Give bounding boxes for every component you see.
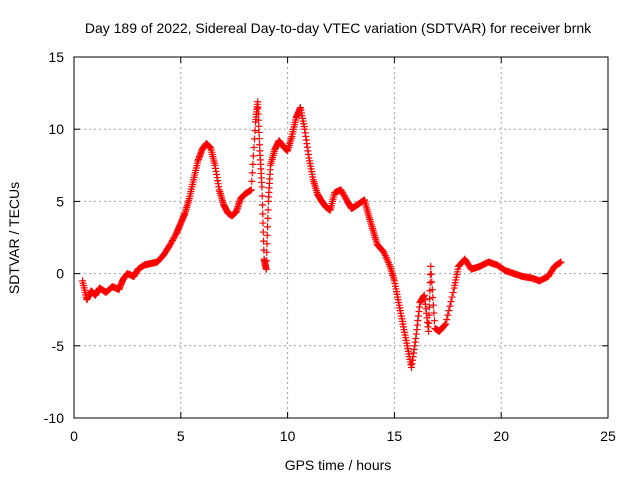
data-point (248, 177, 256, 185)
x-axis-tick-labels: 0 5 10 15 20 25 (70, 428, 616, 444)
data-point (425, 303, 433, 311)
data-point (254, 98, 262, 106)
data-point (259, 210, 267, 218)
y-tick-label: -5 (52, 338, 65, 354)
x-tick-label: 10 (280, 428, 296, 444)
data-point (426, 279, 434, 287)
y-tick-label: 10 (48, 121, 64, 137)
data-point (444, 311, 452, 319)
data-point (263, 240, 271, 248)
data-point (264, 214, 272, 222)
data-point (250, 143, 258, 151)
data-point (430, 317, 438, 325)
data-point (259, 219, 267, 227)
data-point (427, 262, 435, 270)
chart-title: Day 189 of 2022, Sidereal Day-to-day VTE… (85, 20, 592, 36)
plot-frame (73, 56, 609, 419)
data-point (263, 231, 271, 239)
data-point (445, 307, 453, 315)
data-point (425, 311, 433, 319)
data-point (428, 286, 436, 294)
data-point (430, 309, 438, 317)
data-point (256, 141, 264, 149)
data-points (79, 98, 565, 371)
data-point (429, 301, 437, 309)
data-point (249, 160, 257, 168)
x-tick-label: 25 (600, 428, 616, 444)
y-tick-label: 15 (48, 49, 64, 65)
data-point (254, 110, 262, 118)
data-point (259, 228, 267, 236)
data-point (258, 183, 266, 191)
data-point (425, 327, 433, 335)
y-axis-title: SDTVAR / TECUs (6, 182, 22, 294)
data-point (448, 293, 456, 301)
data-point (429, 293, 437, 301)
x-axis-title: GPS time / hours (285, 457, 392, 473)
y-tick-label: 5 (56, 193, 64, 209)
data-point (258, 192, 266, 200)
x-tick-label: 15 (387, 428, 403, 444)
data-point (443, 316, 451, 324)
data-point (255, 122, 263, 130)
data-point (447, 298, 455, 306)
data-point (449, 289, 457, 297)
data-point (557, 258, 565, 266)
data-point (264, 206, 272, 214)
axis-ticks (73, 56, 609, 419)
data-point (247, 186, 255, 194)
data-point (263, 257, 271, 265)
data-point (263, 248, 271, 256)
data-point (428, 278, 436, 286)
data-point (427, 270, 435, 278)
data-point (254, 104, 262, 112)
data-point (255, 128, 263, 136)
data-point (426, 295, 434, 303)
data-point (264, 223, 272, 231)
data-point (251, 126, 259, 134)
data-point (441, 321, 449, 329)
x-tick-label: 0 (70, 428, 78, 444)
data-point (255, 135, 263, 143)
data-point (262, 265, 270, 273)
data-point (259, 201, 267, 209)
y-tick-label: -10 (44, 410, 64, 426)
data-point (425, 319, 433, 327)
y-axis-tick-labels: -10 -5 0 5 10 15 (44, 49, 64, 426)
y-tick-label: 0 (56, 266, 64, 282)
data-point (254, 116, 262, 124)
x-tick-label: 5 (177, 428, 185, 444)
data-point (248, 169, 256, 177)
data-point (446, 302, 454, 310)
x-tick-label: 20 (493, 428, 509, 444)
data-point (442, 320, 450, 328)
data-point (249, 152, 257, 160)
